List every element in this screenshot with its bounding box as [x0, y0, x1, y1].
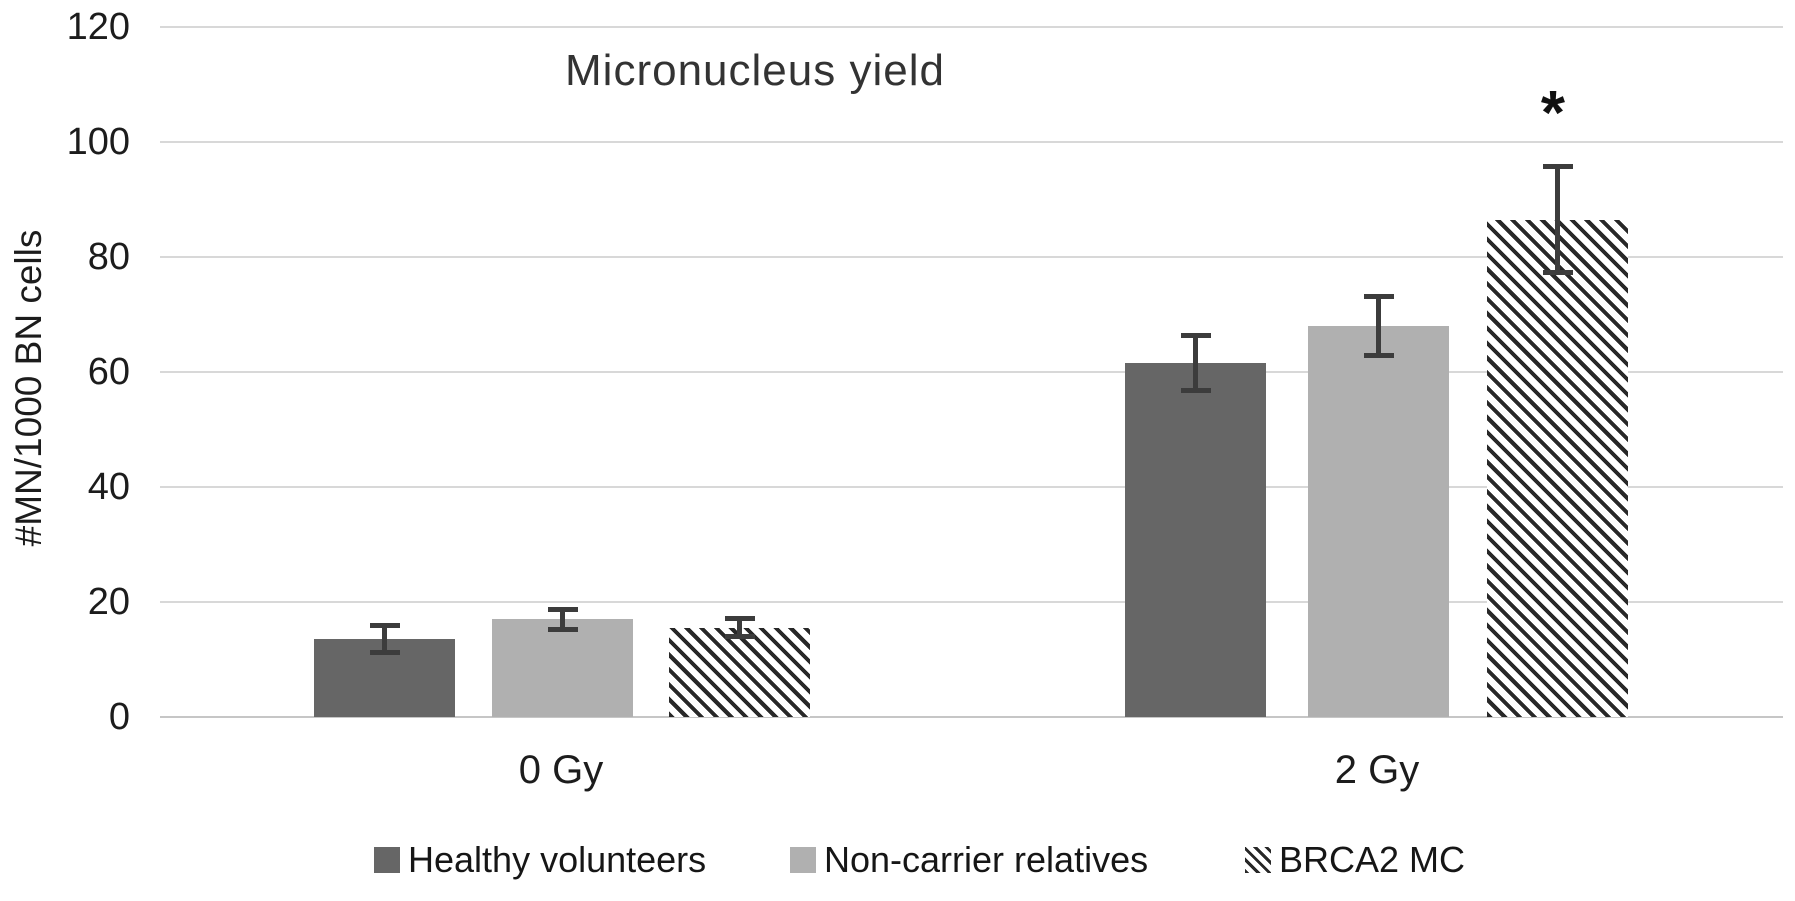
gridline-y-120: [160, 26, 1783, 28]
error-bar: [1193, 333, 1198, 394]
y-tick-label-60: 60: [87, 351, 130, 393]
x-tick-label-2-gy: 2 Gy: [1334, 748, 1420, 792]
y-tick-label-100: 100: [66, 121, 130, 163]
legend-item-non-carrier-relatives: Non-carrier relatives: [790, 839, 1149, 880]
bar-healthy-volunteers-2-gy: [1125, 363, 1266, 717]
gridline-y-0: [160, 716, 1783, 718]
error-bar: [1376, 294, 1381, 358]
y-tick-label-120: 120: [66, 6, 130, 48]
gridline-y-20: [160, 601, 1783, 603]
error-bar-cap-bottom: [547, 626, 578, 632]
legend-label: Healthy volunteers: [408, 839, 707, 880]
error-bar-cap-top: [547, 606, 578, 612]
bar-brca2-mc-0-gy: [669, 627, 810, 717]
bar-brca2-mc-2-gy: [1487, 219, 1628, 717]
legend-swatch-icon: [790, 847, 816, 873]
error-bar-cap-bottom: [1180, 388, 1211, 394]
error-bar-cap-bottom: [724, 634, 755, 640]
legend-swatch-icon: [374, 847, 400, 873]
legend-label: BRCA2 MC: [1279, 839, 1466, 880]
gridline-y-60: [160, 371, 1783, 373]
y-tick-label-40: 40: [87, 466, 130, 508]
error-bar: [1555, 164, 1560, 275]
gridline-y-100: [160, 141, 1783, 143]
error-bar-cap-top: [1363, 294, 1394, 300]
error-bar: [737, 616, 742, 640]
legend-item-brca2-mc: BRCA2 MC: [1245, 839, 1466, 880]
error-bar: [382, 623, 387, 656]
error-bar-cap-bottom: [369, 650, 400, 656]
gridline-y-40: [160, 486, 1783, 488]
y-tick-label-20: 20: [87, 581, 130, 623]
gridline-y-80: [160, 256, 1783, 258]
error-bar-cap-top: [1180, 333, 1211, 339]
error-bar-cap-top: [1542, 164, 1573, 170]
bar-non-carrier-relatives-0-gy: [492, 619, 633, 717]
error-bar-cap-bottom: [1363, 352, 1394, 358]
error-bar: [560, 606, 565, 632]
y-tick-label-0: 0: [108, 696, 130, 738]
chart-title: Micronucleus yield: [565, 46, 945, 95]
bar-non-carrier-relatives-2-gy: [1308, 326, 1449, 717]
error-bar-cap-top: [724, 616, 755, 622]
legend: Healthy volunteers Non-carrier relatives B…: [0, 839, 1795, 890]
significance-asterisk: *: [1540, 79, 1566, 148]
legend-label: Non-carrier relatives: [824, 839, 1149, 880]
error-bar-cap-bottom: [1542, 269, 1573, 275]
y-tick-label-80: 80: [87, 236, 130, 278]
x-tick-label-0-gy: 0 Gy: [518, 748, 604, 792]
legend-swatch-icon: [1245, 847, 1271, 873]
legend-item-healthy-volunteers: Healthy volunteers: [374, 839, 707, 880]
error-bar-cap-top: [369, 623, 400, 629]
